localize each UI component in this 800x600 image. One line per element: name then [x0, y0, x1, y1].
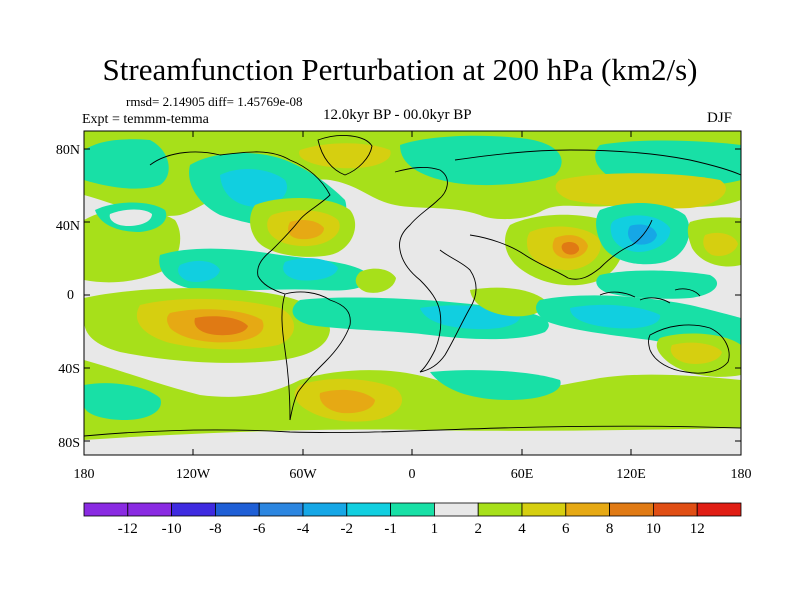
- colorbar-box: [390, 502, 435, 517]
- x-tick-label-180e: 180: [731, 467, 752, 482]
- coastline-south-america-west: [281, 293, 291, 421]
- colorbar-box: [258, 502, 304, 517]
- coastline-europe-africa: [394, 166, 448, 373]
- south-west-cyan: [84, 383, 161, 420]
- coastline-south-america: [284, 291, 351, 421]
- y-tick-label-40n: 40N: [56, 219, 80, 234]
- colorbar-label: -4: [297, 521, 310, 537]
- colorbar-label: -2: [341, 521, 354, 537]
- north-yellow-2: [555, 173, 726, 209]
- coastline-north-america: [149, 151, 331, 295]
- coastline-africa-east: [419, 249, 477, 373]
- x-tick-label-60w: 60W: [289, 467, 317, 482]
- indian-blue: [570, 304, 661, 329]
- colorbar-label: 1: [431, 521, 439, 537]
- y-tick-label-40s: 40S: [58, 362, 80, 377]
- pacific-east-deepblue: [628, 224, 657, 245]
- x-tick-label-0: 0: [409, 467, 416, 482]
- x-tick-label-120w: 120W: [176, 467, 211, 482]
- polar-neutral: [84, 428, 741, 455]
- tropical-cyan-band: [159, 248, 371, 291]
- west-atlantic-orange: [288, 220, 324, 240]
- coastline-indonesia: [599, 288, 701, 304]
- coastlines: [84, 135, 741, 437]
- colorbar-box: [433, 502, 479, 517]
- south-atlantic-orange: [319, 389, 375, 414]
- colorbar-label: 2: [474, 521, 482, 537]
- colorbar-box: [477, 502, 523, 517]
- colorbar-box: [346, 502, 391, 517]
- x-axis: 180 120W 60W 0 60E 120E 180: [74, 467, 752, 482]
- period-label: 12.0kyr BP - 00.0kyr BP: [323, 107, 472, 123]
- colorbar-label: 8: [606, 521, 614, 537]
- x-tick-label-60e: 60E: [511, 467, 534, 482]
- east-pacific-yellow: [703, 232, 738, 256]
- coastline-australia: [648, 324, 730, 374]
- y-tick-label-0: 0: [67, 288, 74, 303]
- atlantic-small-green: [355, 268, 396, 293]
- colorbar-box: [127, 502, 173, 517]
- colorbar-box: [83, 502, 129, 517]
- colorbar-box: [565, 502, 610, 517]
- colorbar-box: [653, 502, 698, 517]
- coastline-asia-south: [469, 219, 653, 280]
- tropical-blue-2: [283, 258, 338, 281]
- colorbar-box: [609, 502, 654, 517]
- colorbar-box: [302, 502, 348, 517]
- colorbar-label: 10: [646, 521, 661, 537]
- north-cyan-2: [400, 135, 562, 186]
- colorbar-label: -10: [162, 521, 182, 537]
- north-cyan-1: [84, 139, 169, 189]
- colorbar-box: [171, 502, 216, 517]
- experiment-label: Expt = temmm-temma: [82, 112, 209, 127]
- colorbar-box: [696, 502, 742, 517]
- map-plot: [83, 130, 742, 456]
- australia-yellow: [670, 342, 722, 364]
- north-yellow-1: [299, 143, 391, 169]
- x-tick-label-180w: 180: [74, 467, 95, 482]
- coastline-asia: [454, 149, 741, 176]
- figure-title: Streamfunction Perturbation at 200 hPa (…: [102, 52, 698, 87]
- coastline-antarctica: [84, 425, 741, 437]
- colorbar-label: -1: [384, 521, 397, 537]
- season-label: DJF: [707, 110, 733, 126]
- x-tick-label-120e: 120E: [616, 467, 646, 482]
- colorbar-label: 4: [518, 521, 526, 537]
- colorbar-label: 6: [562, 521, 570, 537]
- colorbar-box: [521, 502, 567, 517]
- asia-red: [561, 241, 580, 255]
- coastline-greenland: [317, 135, 373, 176]
- south-east-cyan: [430, 370, 561, 400]
- colorbar-label: 12: [690, 521, 705, 537]
- stats-text: rmsd= 2.14905 diff= 1.45769e-08: [126, 94, 303, 109]
- colorbar-labels: -12 -10 -8 -6 -4 -2 -1 1 2 4 6 8 10 12: [118, 521, 705, 537]
- y-tick-label-80n: 80N: [56, 143, 80, 158]
- colorbar-box: [214, 502, 260, 517]
- y-tick-label-80s: 80S: [58, 436, 80, 451]
- south-indian-green: [470, 287, 546, 317]
- south-pacific-red: [194, 316, 248, 336]
- y-axis: 80N 40N 0 40S 80S: [56, 143, 80, 451]
- colorbar-label: -6: [253, 521, 266, 537]
- colorbar: [83, 502, 742, 517]
- equatorial-east-cyan: [596, 270, 718, 299]
- colorbar-label: -12: [118, 521, 138, 537]
- axis-ticks: [83, 131, 742, 455]
- pacific-west-ring: [109, 209, 152, 226]
- colorbar-label: -8: [209, 521, 222, 537]
- tropical-blue-1: [178, 260, 220, 282]
- north-america-blue: [220, 168, 288, 208]
- contour-field: [84, 131, 741, 455]
